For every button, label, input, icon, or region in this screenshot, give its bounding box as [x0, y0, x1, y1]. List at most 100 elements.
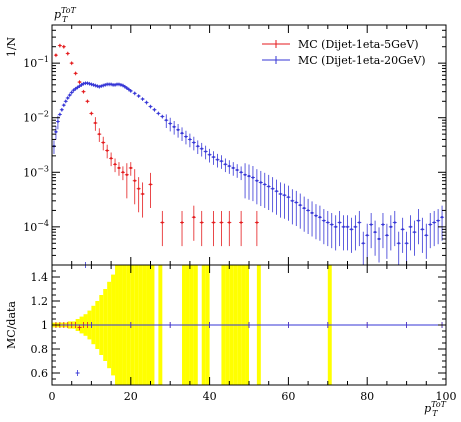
- data-point: [192, 141, 196, 144]
- data-point: [125, 173, 129, 176]
- data-point: [440, 216, 444, 219]
- data-point: [413, 230, 416, 234]
- data-point: [161, 115, 164, 118]
- data-point: [66, 52, 69, 55]
- data-point: [76, 86, 79, 89]
- data-point: [232, 166, 235, 170]
- data-point: [322, 219, 326, 222]
- data-point: [377, 237, 381, 241]
- data-point: [373, 230, 377, 234]
- data-point: [62, 45, 66, 48]
- data-point: [141, 97, 144, 101]
- data-point: [137, 94, 140, 98]
- legend-label: MC (Dijet-1eta-5GeV): [298, 38, 419, 51]
- data-point: [68, 93, 71, 97]
- data-point: [200, 147, 203, 150]
- data-point: [314, 214, 318, 217]
- data-point: [235, 168, 239, 172]
- data-point: [161, 221, 164, 224]
- data-point: [255, 221, 259, 224]
- data-point: [60, 108, 64, 111]
- data-point: [56, 120, 60, 123]
- data-point: [310, 211, 314, 215]
- data-point: [169, 122, 172, 125]
- ratio-axis-ticks: 1.4 1.2 1 0.8 0.60 20 40 60 80 100: [31, 265, 457, 403]
- data-point: [117, 166, 121, 170]
- series-0: [53, 43, 259, 247]
- data-point: [334, 225, 337, 229]
- x-tick-label: 40: [203, 390, 217, 403]
- data-point: [239, 171, 243, 174]
- ratio-y-tick-label: 0.6: [31, 367, 49, 380]
- data-point: [354, 225, 357, 229]
- data-point: [342, 225, 345, 229]
- data-point: [425, 234, 428, 237]
- main-series-layer: [51, 43, 445, 265]
- data-point: [127, 88, 131, 91]
- ratio-plot-frame: [51, 264, 447, 386]
- data-point: [224, 163, 227, 166]
- data-point: [263, 183, 266, 186]
- data-point: [149, 183, 152, 186]
- data-point: [220, 159, 223, 163]
- data-point: [72, 88, 75, 92]
- data-point: [409, 225, 412, 229]
- data-point: [216, 158, 219, 161]
- data-point: [180, 132, 184, 135]
- data-point: [212, 221, 215, 224]
- legend-label: MC (Dijet-1eta-20GeV): [298, 54, 426, 67]
- data-point: [133, 179, 136, 182]
- data-point: [251, 176, 255, 179]
- data-point: [70, 91, 73, 94]
- data-point: [129, 166, 132, 170]
- data-point: [318, 216, 322, 219]
- data-point: [172, 125, 176, 129]
- data-point: [267, 185, 270, 188]
- data-point: [295, 201, 298, 204]
- data-point: [78, 80, 81, 84]
- ratio-panel: 1.4 1.2 1 0.8 0.60 20 40 60 80 100 MC/data pToT T: [5, 262, 457, 418]
- x-tick-label: 80: [360, 390, 374, 403]
- data-point: [436, 219, 440, 222]
- data-point: [302, 206, 306, 210]
- data-point: [397, 242, 400, 245]
- data-point: [129, 89, 132, 93]
- data-point: [188, 138, 192, 141]
- data-point: [291, 199, 294, 203]
- x-tick-label: 0: [49, 390, 56, 403]
- data-point: [330, 223, 333, 226]
- data-point: [133, 92, 136, 95]
- data-point: [58, 113, 62, 116]
- data-point: [141, 192, 144, 196]
- data-point: [137, 187, 140, 190]
- data-point: [299, 203, 302, 207]
- data-point: [74, 72, 77, 75]
- data-point: [366, 234, 369, 237]
- data-point: [80, 83, 83, 87]
- data-point: [54, 130, 58, 134]
- data-point: [165, 119, 168, 122]
- ratio-y-tick-label: 1.2: [31, 295, 49, 308]
- data-point: [212, 155, 215, 159]
- main-title: pToT T: [54, 6, 76, 24]
- data-point: [247, 174, 251, 178]
- data-point: [306, 209, 310, 212]
- data-point: [113, 163, 117, 166]
- data-point: [78, 84, 81, 88]
- data-point: [62, 103, 66, 107]
- data-point: [287, 195, 290, 199]
- data-point: [149, 105, 152, 108]
- data-point: [192, 216, 196, 219]
- data-point: [121, 84, 125, 87]
- data-point: [255, 179, 259, 182]
- ratio-y-tick-label: 1.4: [31, 271, 49, 284]
- data-point: [125, 86, 129, 90]
- data-point: [66, 96, 69, 100]
- data-point: [432, 221, 436, 224]
- data-point: [228, 164, 231, 168]
- data-point: [243, 173, 247, 176]
- x-tick-label: 60: [281, 390, 295, 403]
- data-point: [283, 194, 286, 197]
- legend: MC (Dijet-1eta-5GeV) MC (Dijet-1eta-20GeV…: [262, 38, 426, 67]
- data-point: [184, 135, 188, 138]
